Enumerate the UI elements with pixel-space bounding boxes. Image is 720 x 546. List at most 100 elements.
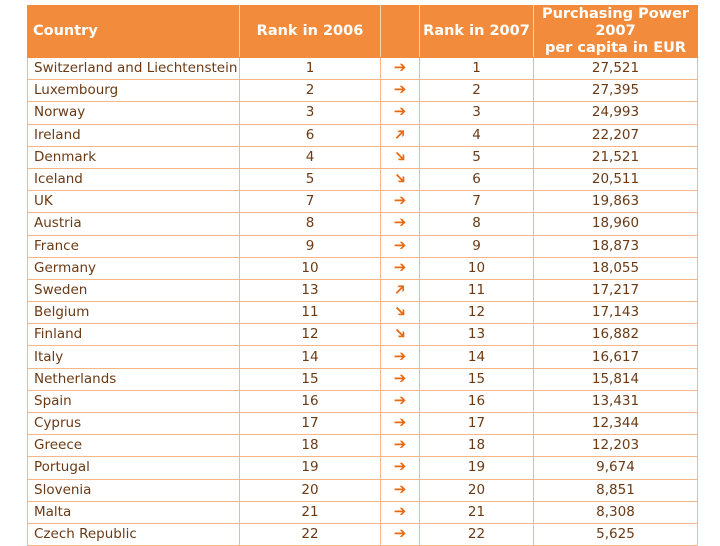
table-row: Sweden 13 ➔ 11 17,217 xyxy=(27,278,698,303)
cell-country: Norway xyxy=(27,101,240,125)
cell-purchasing-power: 12,344 xyxy=(533,411,698,436)
cell-purchasing-power: 16,617 xyxy=(533,345,698,369)
arrow-right-icon: ➔ xyxy=(393,479,407,498)
table-row: Spain 16 ➔ 16 13,431 xyxy=(27,389,698,414)
cell-trend: ➔ xyxy=(380,101,420,125)
cell-rank-2006: 21 xyxy=(239,500,381,524)
arrow-right-icon: ➔ xyxy=(393,80,407,99)
cell-rank-2006: 7 xyxy=(239,190,381,214)
table-row: Czech Republic 22 ➔ 22 5,625 xyxy=(27,522,698,546)
cell-rank-2006: 11 xyxy=(239,301,381,325)
table-row: Italy 14 ➔ 14 16,617 xyxy=(27,345,698,369)
cell-purchasing-power: 20,511 xyxy=(533,167,698,192)
cell-rank-2007: 12 xyxy=(419,301,534,325)
cell-rank-2006: 15 xyxy=(239,367,381,391)
cell-purchasing-power: 15,814 xyxy=(533,367,698,391)
cell-rank-2006: 10 xyxy=(239,256,381,280)
cell-trend: ➔ xyxy=(380,478,420,502)
cell-rank-2006: 3 xyxy=(239,101,381,125)
cell-country: Czech Republic xyxy=(27,522,240,546)
table-header: Country Rank in 2006 Rank in 2007 Purcha… xyxy=(27,5,698,58)
cell-rank-2007: 13 xyxy=(419,323,534,347)
arrow-down-right-icon: ➔ xyxy=(389,145,412,167)
cell-country: Slovenia xyxy=(27,478,240,502)
cell-trend: ➔ xyxy=(380,145,420,169)
cell-rank-2006: 19 xyxy=(239,456,381,480)
table-row: Austria 8 ➔ 8 18,960 xyxy=(27,212,698,236)
cell-trend: ➔ xyxy=(380,190,420,214)
arrow-right-icon: ➔ xyxy=(393,235,407,254)
cell-rank-2007: 21 xyxy=(419,500,534,524)
table-row: Greece 18 ➔ 18 12,203 xyxy=(27,434,698,458)
cell-country: UK xyxy=(27,190,240,214)
table-row: UK 7 ➔ 7 19,863 xyxy=(27,190,698,214)
cell-purchasing-power: 19,863 xyxy=(533,190,698,214)
cell-rank-2006: 22 xyxy=(239,522,381,546)
arrow-right-icon: ➔ xyxy=(393,213,407,232)
cell-rank-2006: 6 xyxy=(239,123,381,147)
header-country: Country xyxy=(27,5,240,58)
table-row: Switzerland and Liechtenstein 1 ➔ 1 27,521 xyxy=(27,56,698,81)
cell-country: Spain xyxy=(27,389,240,414)
cell-rank-2006: 4 xyxy=(239,145,381,169)
cell-country: Finland xyxy=(27,323,240,347)
cell-country: Italy xyxy=(27,345,240,369)
cell-trend: ➔ xyxy=(380,56,420,81)
cell-country: Germany xyxy=(27,256,240,280)
cell-rank-2007: 9 xyxy=(419,234,534,258)
cell-rank-2007: 14 xyxy=(419,345,534,369)
arrow-right-icon: ➔ xyxy=(393,191,407,210)
cell-rank-2006: 18 xyxy=(239,434,381,458)
arrow-down-right-icon: ➔ xyxy=(389,300,412,323)
arrow-right-icon: ➔ xyxy=(393,346,407,365)
header-rank-2007: Rank in 2007 xyxy=(419,5,534,58)
table-row: Ireland 6 ➔ 4 22,207 xyxy=(27,123,698,147)
purchasing-power-table: Country Rank in 2006 Rank in 2007 Purcha… xyxy=(27,5,698,546)
table-row: Luxembourg 2 ➔ 2 27,395 xyxy=(27,79,698,103)
cell-purchasing-power: 17,217 xyxy=(533,278,698,303)
header-trend xyxy=(380,5,420,58)
cell-purchasing-power: 16,882 xyxy=(533,323,698,347)
table-row: Cyprus 17 ➔ 17 12,344 xyxy=(27,411,698,436)
cell-rank-2006: 1 xyxy=(239,56,381,81)
arrow-right-icon: ➔ xyxy=(393,501,407,520)
table-row: Norway 3 ➔ 3 24,993 xyxy=(27,101,698,125)
cell-purchasing-power: 12,203 xyxy=(533,434,698,458)
cell-trend: ➔ xyxy=(380,345,420,369)
cell-purchasing-power: 8,851 xyxy=(533,478,698,502)
table-row: Denmark 4 ➔ 5 21,521 xyxy=(27,145,698,169)
cell-rank-2006: 5 xyxy=(239,167,381,192)
table-row: Netherlands 15 ➔ 15 15,814 xyxy=(27,367,698,391)
cell-rank-2006: 2 xyxy=(239,79,381,103)
cell-purchasing-power: 27,395 xyxy=(533,79,698,103)
cell-trend: ➔ xyxy=(380,367,420,391)
cell-country: Portugal xyxy=(27,456,240,480)
cell-trend: ➔ xyxy=(380,234,420,258)
cell-purchasing-power: 24,993 xyxy=(533,101,698,125)
table-row: Finland 12 ➔ 13 16,882 xyxy=(27,323,698,347)
cell-trend: ➔ xyxy=(380,323,420,347)
cell-trend: ➔ xyxy=(380,411,420,436)
cell-country: Sweden xyxy=(27,278,240,303)
header-purchasing-power: Purchasing Power 2007 per capita in EUR xyxy=(533,5,698,58)
cell-trend: ➔ xyxy=(380,300,420,325)
cell-rank-2007: 3 xyxy=(419,101,534,125)
cell-rank-2007: 17 xyxy=(419,411,534,436)
cell-rank-2006: 12 xyxy=(239,323,381,347)
arrow-right-icon: ➔ xyxy=(393,413,407,432)
cell-rank-2006: 20 xyxy=(239,478,381,502)
cell-rank-2007: 20 xyxy=(419,478,534,502)
cell-trend: ➔ xyxy=(380,278,420,303)
cell-purchasing-power: 9,674 xyxy=(533,456,698,480)
cell-rank-2006: 8 xyxy=(239,212,381,236)
header-pp-line2: per capita in EUR xyxy=(544,40,687,56)
cell-trend: ➔ xyxy=(380,123,420,147)
cell-country: France xyxy=(27,234,240,258)
cell-country: Netherlands xyxy=(27,367,240,391)
cell-rank-2007: 2 xyxy=(419,79,534,103)
cell-rank-2007: 22 xyxy=(419,522,534,546)
table-row: Slovenia 20 ➔ 20 8,851 xyxy=(27,478,698,502)
cell-rank-2007: 16 xyxy=(419,389,534,414)
cell-rank-2006: 13 xyxy=(239,278,381,303)
arrow-right-icon: ➔ xyxy=(393,390,407,409)
